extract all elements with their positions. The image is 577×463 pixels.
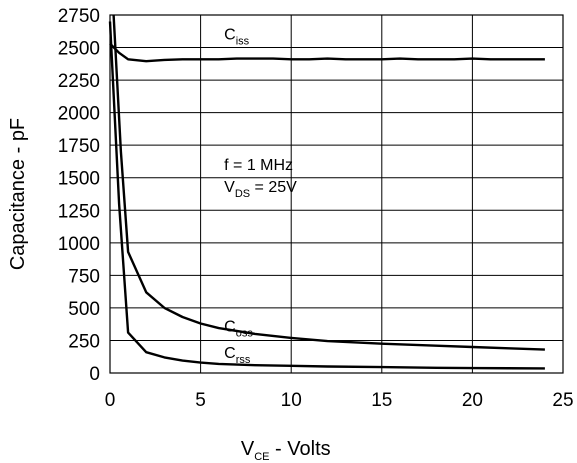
y-tick-label: 1250 bbox=[58, 201, 100, 222]
y-tick-label: 750 bbox=[68, 266, 100, 287]
x-tick-label: 20 bbox=[462, 390, 483, 411]
series-lines bbox=[108, 14, 545, 370]
y-tick-label: 2250 bbox=[58, 71, 100, 92]
y-tick-label: 250 bbox=[68, 331, 100, 352]
x-tick-label: 25 bbox=[552, 390, 573, 411]
x-tick-labels: 0 5 10 15 20 25 bbox=[105, 390, 574, 411]
plot-frame bbox=[109, 14, 564, 374]
annotation-frequency: f = 1 MHz bbox=[224, 157, 293, 174]
series-line-ciss bbox=[109, 42, 545, 63]
y-tick-label: 2000 bbox=[58, 104, 100, 125]
y-tick-label: 0 bbox=[89, 364, 100, 385]
x-axis-title: VCE - Volts bbox=[241, 438, 331, 463]
y-tick-label: 500 bbox=[68, 299, 100, 320]
annotation-vds: VDS = 25V bbox=[224, 179, 297, 200]
y-tick-label: 2750 bbox=[58, 6, 100, 27]
x-tick-label: 15 bbox=[371, 390, 392, 411]
series-label-ciss: Ciss bbox=[224, 27, 250, 48]
y-tick-label: 1750 bbox=[58, 136, 100, 157]
x-tick-label: 10 bbox=[281, 390, 302, 411]
y-axis-title: Capacitance - pF bbox=[7, 118, 29, 270]
series-label-coss: Coss bbox=[224, 318, 253, 339]
y-tick-label: 1500 bbox=[58, 169, 100, 190]
y-tick-label: 2500 bbox=[58, 39, 100, 60]
series-line-crss bbox=[108, 21, 545, 370]
x-tick-label: 0 bbox=[105, 390, 116, 411]
series-label-crss: Crss bbox=[224, 345, 251, 366]
grid bbox=[109, 14, 564, 374]
series-line-coss bbox=[112, 14, 545, 351]
y-tick-label: 1000 bbox=[58, 234, 100, 255]
y-tick-labels: 0 250 500 750 1000 1250 1500 1750 2000 2250 2500 27… bbox=[58, 6, 100, 385]
x-tick-label: 5 bbox=[195, 390, 206, 411]
